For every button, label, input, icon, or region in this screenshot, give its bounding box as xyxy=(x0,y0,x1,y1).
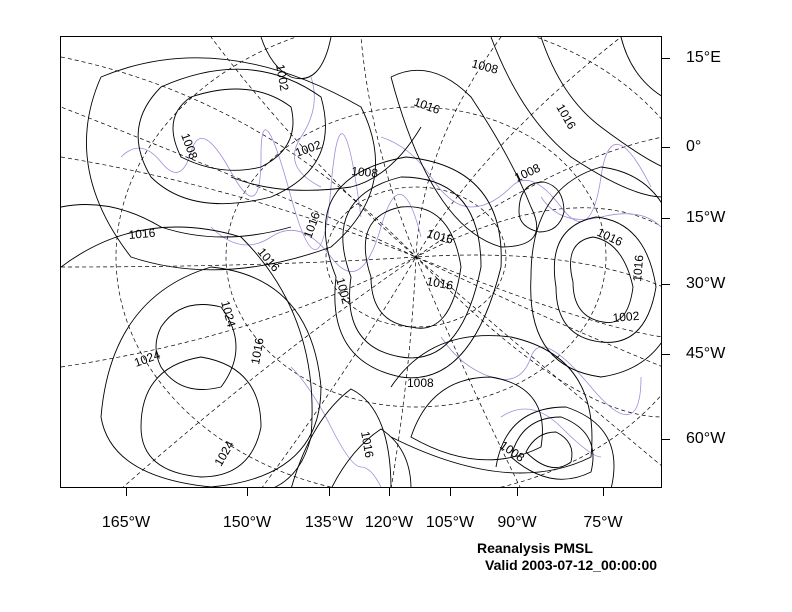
longitude-label: 105°W xyxy=(425,514,475,531)
footer-valid-time: Valid 2003-07-12_00:00:00 xyxy=(485,557,658,573)
latitude-label: 15°W xyxy=(686,209,726,226)
contour-label: 1016 xyxy=(425,274,454,292)
pressure-contour-field: 1002 1008 1016 1002 1008 1016 1016 1008 … xyxy=(61,37,661,487)
latitude-label: 60°W xyxy=(686,430,726,447)
map-plot-area: 1002 1008 1016 1002 1008 1016 1016 1008 … xyxy=(60,36,662,488)
contour-label: 1016 xyxy=(301,210,323,240)
contour-label: 1002 xyxy=(333,276,354,306)
contour-label: 1008 xyxy=(470,56,500,77)
contour-labels: 1002 1008 1016 1002 1008 1016 1016 1008 … xyxy=(128,56,646,468)
contour-label: 1024 xyxy=(211,438,237,468)
contour-label: 1016 xyxy=(248,336,266,365)
coastlines xyxy=(120,76,661,487)
contour-label: 1008 xyxy=(512,161,542,185)
graticule xyxy=(61,37,661,487)
latitude-label: 45°W xyxy=(686,345,726,362)
longitude-label: 90°W xyxy=(497,514,537,531)
map-footer: Reanalysis PMSL Valid 2003-07-12_00:00:0… xyxy=(470,540,710,574)
footer-title: Reanalysis PMSL xyxy=(477,540,593,556)
contour-label: 1008 xyxy=(407,376,434,390)
contour-label: 1016 xyxy=(255,245,283,275)
longitude-label: 120°W xyxy=(364,514,414,531)
isobars xyxy=(61,37,661,487)
longitude-label: 150°W xyxy=(222,514,272,531)
contour-label: 1016 xyxy=(630,254,646,282)
contour-label: 1008 xyxy=(351,164,379,180)
longitude-label: 135°W xyxy=(304,514,354,531)
contour-label: 1016 xyxy=(358,430,376,459)
latitude-label: 30°W xyxy=(686,275,726,292)
latitude-label: 15°E xyxy=(686,49,721,66)
contour-label: 1002 xyxy=(273,63,291,92)
contour-label: 1016 xyxy=(425,226,455,247)
contour-label: 1016 xyxy=(128,226,156,242)
longitude-label: 75°W xyxy=(583,514,623,531)
contour-label: 1016 xyxy=(412,95,442,117)
contour-label: 1002 xyxy=(612,309,640,325)
latitude-label: 0° xyxy=(686,138,702,155)
contour-label: 1016 xyxy=(595,225,625,249)
contour-label: 1024 xyxy=(132,347,162,369)
longitude-label: 165°W xyxy=(101,514,151,531)
contour-label: 1016 xyxy=(553,102,579,132)
contour-label: 1008 xyxy=(497,438,527,465)
contour-label: 1024 xyxy=(218,299,239,329)
